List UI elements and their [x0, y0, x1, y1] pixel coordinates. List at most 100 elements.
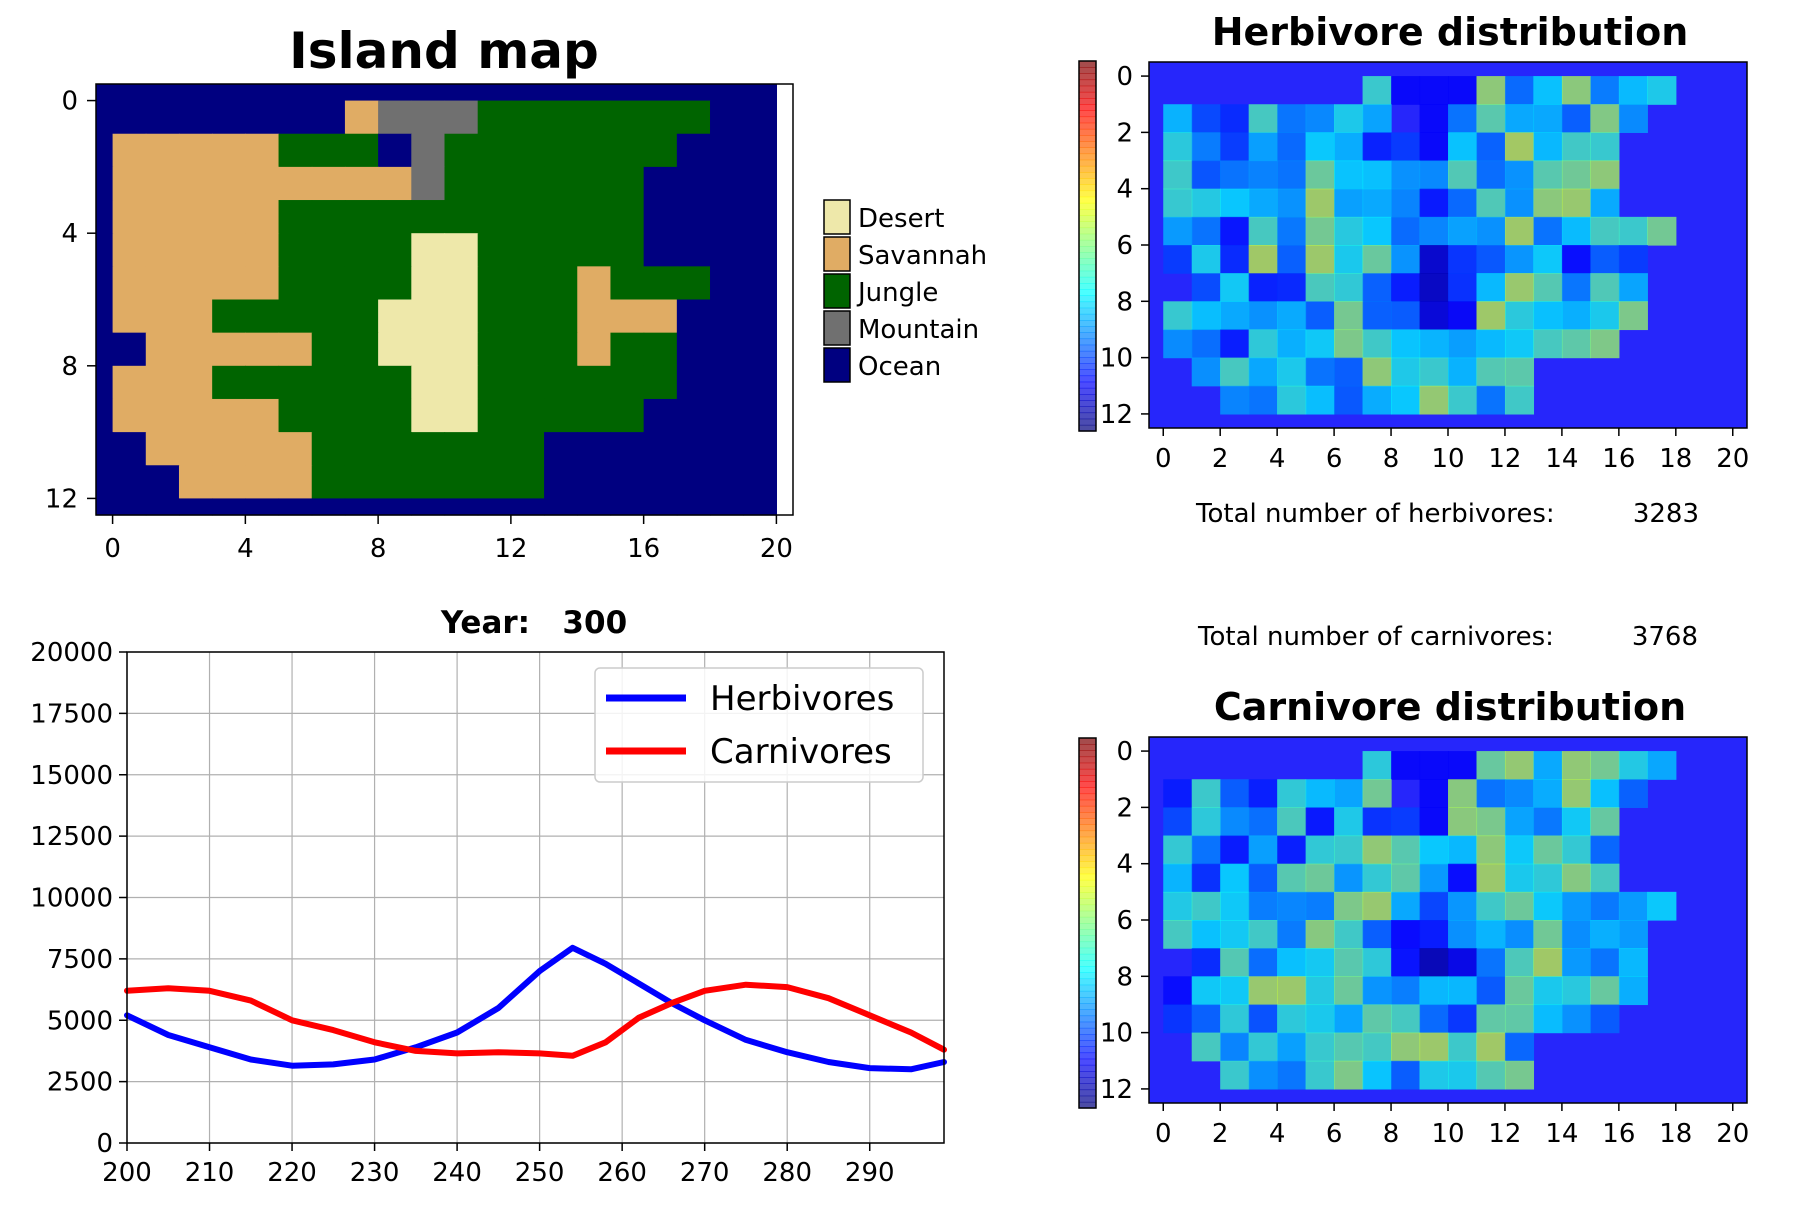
carnivore-cell — [1391, 1060, 1421, 1090]
map-cell — [344, 299, 379, 334]
map-cell — [477, 299, 512, 334]
carnivore-cell — [1220, 891, 1250, 921]
map-cell — [743, 432, 778, 466]
herbivore-cell — [1362, 104, 1392, 133]
herbivore-cell — [1419, 216, 1449, 246]
herbivore-cell — [1305, 216, 1335, 246]
population-chart-legend: Herbivores Carnivores — [594, 667, 924, 783]
map-cell — [311, 498, 346, 516]
map-cell — [178, 100, 213, 135]
carnivore-cell — [1220, 1060, 1250, 1090]
herbivore-colorbar-segment — [1079, 233, 1096, 241]
carnivore-colorbar-segment — [1079, 879, 1096, 887]
carnivore-cell — [1362, 779, 1392, 808]
herbivore-cell — [1533, 132, 1563, 162]
carnivore-cell — [1305, 835, 1335, 865]
carnivore-cell — [1334, 1004, 1364, 1034]
carnivore-cell — [1561, 779, 1591, 808]
herbivore-cell — [1448, 385, 1478, 415]
map-cell — [544, 432, 578, 466]
carnivore-cell — [1590, 920, 1620, 949]
x-tick-label: 220 — [267, 1158, 317, 1188]
herbivore-cell — [1476, 104, 1506, 133]
herbivore-cell — [1590, 188, 1620, 218]
map-cell — [145, 100, 180, 135]
herbivore-cell — [1163, 216, 1193, 246]
legend-label-ocean: Ocean — [858, 352, 941, 382]
map-cell — [311, 84, 346, 102]
map-cell — [643, 200, 678, 234]
herbivore-cell — [1533, 160, 1563, 190]
herbivore-cell — [1419, 160, 1449, 190]
herbivore-cell — [1561, 273, 1591, 302]
map-cell — [743, 166, 778, 201]
map-cell — [378, 100, 412, 135]
legend-swatch-ocean — [823, 347, 851, 383]
map-cell — [676, 332, 711, 367]
herbivore-colorbar-segment — [1079, 196, 1096, 204]
carnivore-cell — [1618, 891, 1648, 921]
map-cell — [743, 266, 778, 301]
herbivore-colorbar-segment — [1079, 79, 1096, 87]
herbivore-cell — [1362, 357, 1392, 387]
map-cell — [112, 365, 147, 400]
herbivore-cell — [1533, 329, 1563, 359]
herbivore-colorbar-segment — [1079, 122, 1096, 130]
carnivore-colorbar-segment — [1079, 947, 1096, 955]
carnivore-cell — [1248, 1032, 1278, 1062]
herbivore-cell — [1391, 245, 1421, 274]
carnivore-colorbar-segment — [1079, 873, 1096, 881]
herbivore-cell — [1533, 104, 1563, 133]
map-cell — [145, 233, 180, 267]
map-cell — [544, 299, 578, 334]
carnivore-cell — [1448, 1032, 1478, 1062]
carnivore-cell — [1163, 779, 1193, 808]
legend-label-savannah: Savannah — [858, 241, 987, 271]
map-cell — [96, 299, 114, 334]
carnivore-cell — [1561, 751, 1591, 780]
map-cell — [610, 100, 645, 135]
herbivore-cell — [1618, 273, 1648, 302]
herbivore-cell — [1248, 273, 1278, 302]
map-cell — [344, 133, 379, 168]
carnivore-cell — [1504, 863, 1535, 893]
map-cell — [112, 133, 147, 168]
map-cell — [710, 200, 744, 234]
map-cell — [411, 332, 446, 367]
herbivore-cell — [1191, 104, 1221, 133]
carnivore-cell — [1220, 920, 1250, 949]
map-cell — [643, 465, 678, 500]
herbivore-cell — [1220, 216, 1250, 246]
island-map-frame — [95, 83, 794, 516]
herbivore-cell — [1305, 385, 1335, 415]
map-cell — [544, 233, 578, 267]
carnivore-colorbar-segment — [1079, 812, 1096, 819]
map-cell — [444, 299, 479, 334]
carnivore-x-tick-label: 2 — [1212, 1119, 1229, 1149]
herbivore-colorbar-segment — [1079, 344, 1096, 352]
herbivore-x-tick-label: 2 — [1212, 444, 1229, 474]
herbivore-heatmap-ticks: 0 2 4 6 8 10 12 14 16 18 20 0 2 4 6 8 10 12 — [1100, 62, 1749, 474]
carnivore-cell — [1305, 779, 1335, 808]
herbivore-cell — [1220, 357, 1250, 387]
map-y-tick-label: 8 — [61, 352, 78, 382]
x-tick-label: 280 — [762, 1158, 812, 1188]
map-cell — [610, 365, 645, 400]
map-cell — [411, 465, 446, 500]
carnivore-colorbar-segment — [1079, 824, 1096, 832]
map-cell — [743, 332, 778, 367]
map-cell — [676, 266, 711, 301]
carnivore-cell — [1163, 1004, 1193, 1034]
herbivore-cell — [1504, 188, 1535, 218]
herbivore-cell — [1305, 188, 1335, 218]
island-map-title: Island map — [289, 22, 599, 80]
map-cell — [212, 133, 246, 168]
carnivore-cell — [1191, 1004, 1221, 1034]
herbivore-colorbar-segment — [1079, 394, 1096, 401]
map-cell — [344, 100, 379, 135]
map-cell — [411, 84, 446, 102]
herbivore-colorbar-segment — [1079, 289, 1096, 296]
map-cell — [510, 233, 545, 267]
herbivore-cell — [1533, 76, 1563, 105]
carnivore-cell — [1191, 1032, 1221, 1062]
